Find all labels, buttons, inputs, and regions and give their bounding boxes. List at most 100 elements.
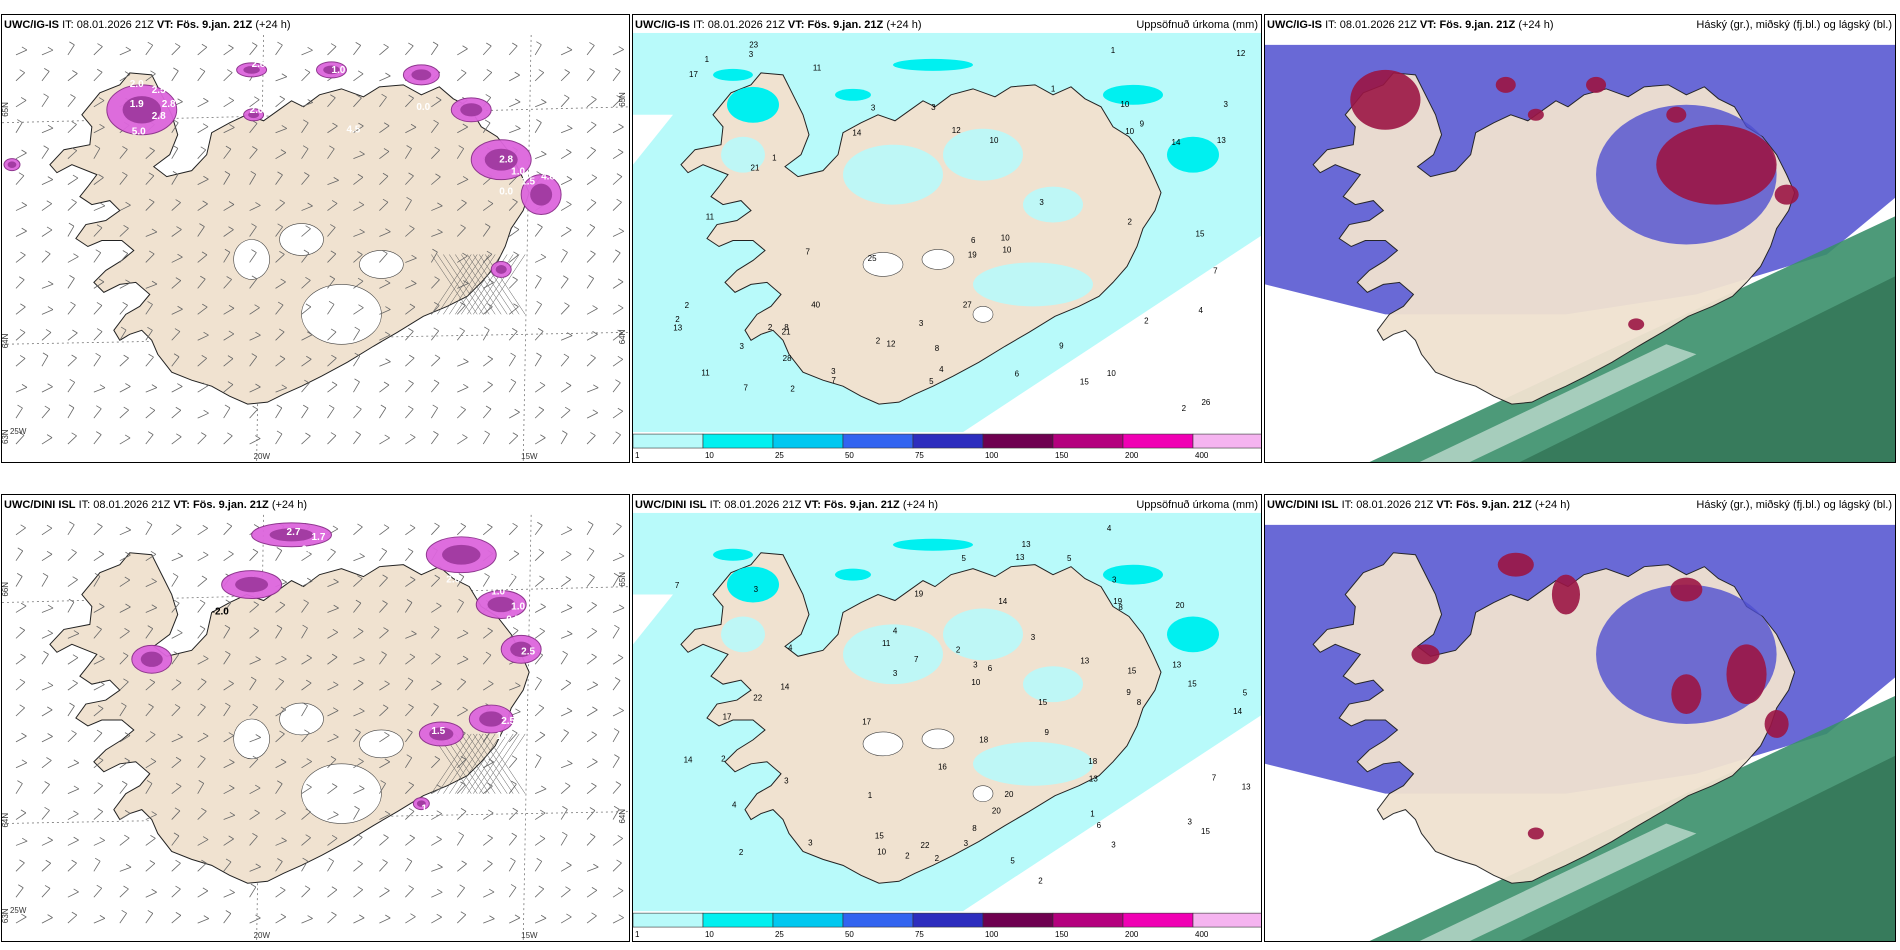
- precip-value: 3: [973, 660, 978, 669]
- gust-value: 2.8: [499, 155, 513, 166]
- colorbar-label: 10: [705, 930, 714, 939]
- precip-value: 14: [1172, 138, 1181, 147]
- precip-value: 16: [938, 763, 947, 772]
- glacier-patch: [279, 223, 324, 256]
- precip-value: 19: [914, 589, 923, 598]
- precip-value: 4: [1199, 306, 1204, 315]
- map-canvas: -2.02.7 1.72.0 1.50.02.51.01.00.51.52.51.0…: [2, 514, 629, 941]
- latitude-label: 64N: [2, 333, 10, 348]
- gust-value: 1.0: [331, 65, 345, 76]
- gust-value: 1.0: [521, 222, 535, 233]
- lead-time: (+24 h): [1534, 499, 1570, 511]
- map-canvas: 1197510211312814151710143252119106111010…: [633, 32, 1261, 460]
- valid-time-value: Fös. 9.jan. 21Z: [1439, 19, 1516, 31]
- gust-value: 2.5: [521, 646, 535, 657]
- precip-value: 2: [675, 315, 680, 324]
- latitude-label: 64N: [2, 813, 10, 828]
- precip-value: 5: [929, 377, 934, 386]
- precip-value: 15: [1127, 666, 1136, 675]
- gust-value: 1.0: [511, 602, 525, 613]
- precip-value: 2: [721, 755, 726, 764]
- valid-time-label: VT:: [787, 19, 805, 31]
- precip-value: 3: [1039, 198, 1044, 207]
- gust-values: 2.02.52.81.92.85.02.81.00.03.14.52.81.01…: [130, 59, 556, 233]
- glacier-patch: [972, 785, 994, 802]
- colorbar-label: 25: [775, 930, 784, 939]
- precip-value: 18: [979, 736, 988, 745]
- colorbar-label: 1: [635, 930, 640, 939]
- glacier-patch: [233, 718, 270, 760]
- precip-value: 6: [1015, 370, 1020, 379]
- precip-value: 13: [1016, 553, 1025, 562]
- precip-value: 4: [788, 644, 793, 653]
- colorbar: 1 10 25 50 75 100 150 200 400: [633, 433, 1261, 460]
- colorbar-label: 25: [775, 451, 784, 460]
- map-panel-wind-dini-isl: -2.0 2.7 1.7 2.0 1.5 0.0 2.5 1.0 1.0 0.5 1.5 2.5 1.0…: [1, 494, 630, 942]
- gust-value: 4.5: [346, 125, 360, 136]
- precip-value: 3: [1112, 576, 1117, 585]
- precip-value: 2: [739, 848, 744, 857]
- precip-value: 5: [1067, 554, 1072, 563]
- precip-value: 12: [952, 126, 961, 135]
- mid-cloud-patches: [1350, 69, 1799, 331]
- gust-values: -2.02.7 1.72.0 1.50.02.51.01.00.51.52.51.0…: [212, 527, 536, 815]
- precip-value: 7: [831, 376, 836, 385]
- gust-value: 0.5: [506, 614, 520, 625]
- precip-value: 15: [1201, 827, 1210, 836]
- wind-barbs: [15, 41, 625, 445]
- panel-title: UWC/DINI ISL IT: 08.01.2026 21Z VT: Fös.…: [1267, 499, 1570, 511]
- gust-value: 1.0: [511, 167, 525, 178]
- precip-value: 9: [1126, 688, 1131, 697]
- precip-value: 9: [1059, 342, 1064, 351]
- precip-value: 10: [1001, 234, 1010, 243]
- panel-model: UWC/DINI ISL: [635, 499, 707, 511]
- precip-value: 1: [1090, 809, 1095, 818]
- init-time-value: 08.01.2026 21Z: [1339, 19, 1417, 31]
- map-canvas: 2.02.52.81.92.85.02.81.00.03.14.52.81.01…: [2, 34, 629, 462]
- gust-value: 2.0: [130, 79, 144, 90]
- longitude-label: 20W: [254, 452, 271, 461]
- mid-cloud-patches: [1411, 552, 1789, 840]
- init-time-value: 08.01.2026 21Z: [724, 499, 802, 511]
- glacier-patch: [862, 731, 904, 757]
- precip-value: 13: [1217, 136, 1226, 145]
- colorbar-swatch: [702, 912, 774, 928]
- valid-time-value: Fös. 9.jan. 21Z: [176, 19, 253, 31]
- valid-time-value: Fös. 9.jan. 21Z: [1455, 499, 1532, 511]
- precip-value: 4: [893, 626, 898, 635]
- colorbar-label: 1: [635, 451, 640, 460]
- precip-value: 14: [684, 755, 693, 764]
- colorbar-swatch: [982, 912, 1054, 928]
- precip-value: 6: [971, 236, 976, 245]
- panel-title: UWC/IG-IS IT: 08.01.2026 21Z VT: Fös. 9.…: [4, 19, 291, 31]
- colorbar-label: 400: [1195, 451, 1209, 460]
- precip-value: 15: [1038, 698, 1047, 707]
- panel-model: UWC/DINI ISL: [4, 499, 76, 511]
- colorbar-swatch: [982, 433, 1054, 449]
- init-time-label: IT:: [78, 499, 91, 511]
- precip-value: 28: [783, 354, 792, 363]
- colorbar-swatch: [772, 433, 844, 449]
- precip-value: 4: [939, 365, 944, 374]
- precip-value: 5: [1243, 689, 1248, 698]
- precip-value: 5: [962, 554, 967, 563]
- precip-value: 3: [808, 838, 813, 847]
- colorbar: 1 10 25 50 75 100 150 200 400: [633, 912, 1261, 939]
- precip-value: 14: [780, 683, 789, 692]
- precip-value: 9: [1140, 119, 1145, 128]
- precip-value: 10: [1002, 246, 1011, 255]
- precip-value: 14: [852, 129, 861, 138]
- precip-value: 17: [689, 70, 698, 79]
- map-canvas: [1265, 32, 1895, 462]
- gust-value: 1.0: [491, 587, 505, 598]
- colorbar-swatch: [633, 433, 704, 449]
- colorbar-label: 75: [915, 451, 924, 460]
- precip-value: 3: [749, 50, 754, 59]
- precip-patches: [713, 58, 1219, 307]
- precip-values: 1722201314169131815111410718131519351314…: [675, 524, 1251, 885]
- precip-value: 26: [1201, 398, 1210, 407]
- colorbar-swatch: [1122, 433, 1194, 449]
- precip-value: 6: [988, 664, 993, 673]
- longitude-label: 15W: [521, 452, 538, 461]
- panel-title: UWC/IG-IS IT: 08.01.2026 21Z VT: Fös. 9.…: [635, 19, 922, 31]
